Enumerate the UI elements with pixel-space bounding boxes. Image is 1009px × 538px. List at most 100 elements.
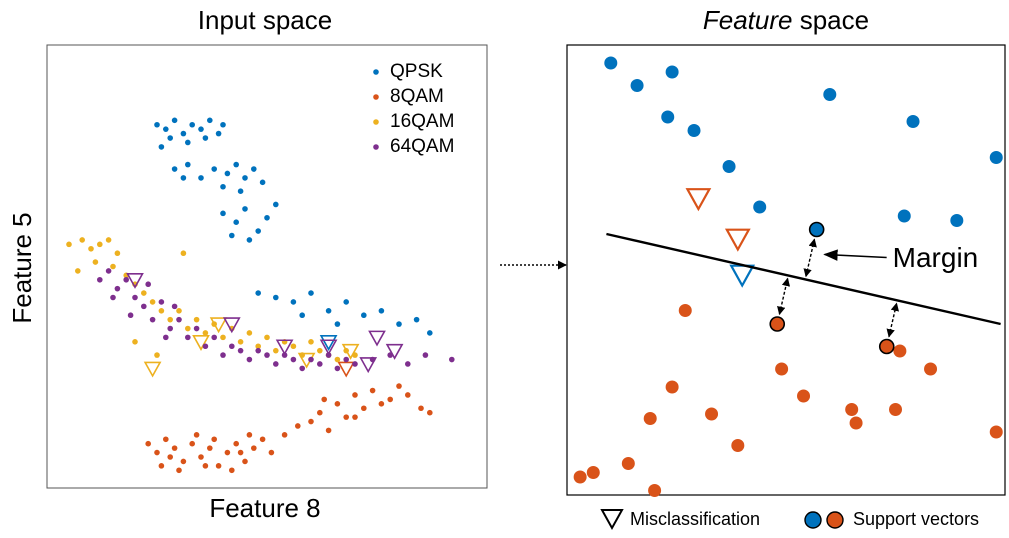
legend-marker [373,144,379,150]
point [233,161,239,168]
point [92,259,99,265]
point [171,117,178,124]
title-italic: Feature [703,5,793,35]
point [722,160,736,173]
point [229,467,235,474]
point [132,339,138,345]
legend-label: 8QAM [390,86,444,107]
point [687,124,701,137]
support-vector [878,338,895,355]
point [220,183,226,190]
point [849,416,863,430]
point [255,347,261,354]
legend-marker [373,119,379,125]
legend-marker [373,94,379,100]
point [334,321,341,327]
point [661,110,675,124]
point [317,409,323,416]
legend-label: Support vectors [853,509,979,529]
point [88,245,94,252]
point [79,237,85,243]
y-label: Feature 5 [7,212,37,323]
point [422,352,429,358]
point [132,294,138,301]
point [387,396,394,403]
point [229,343,235,350]
point [233,219,239,225]
point [198,126,204,132]
misclassified-point [729,264,756,288]
point [897,209,911,223]
point [264,214,270,221]
point [211,334,217,341]
point [299,365,306,372]
point [211,436,217,443]
support-vector [808,221,825,238]
point [167,316,173,323]
point [259,436,266,443]
point [163,436,169,443]
point [775,362,789,376]
point [255,290,261,296]
point [176,316,182,323]
point [193,432,200,438]
legend-label: QPSK [390,61,443,82]
misclassified-point [337,361,356,378]
point [586,466,600,479]
point [163,334,169,341]
point [224,449,231,456]
legend-triangle [600,509,624,531]
point [361,312,367,319]
point [299,312,306,319]
misclassified-point [143,361,162,378]
point [334,401,341,407]
point [255,343,261,350]
point [889,403,902,416]
point [176,467,182,474]
point [114,250,121,257]
point [753,200,767,214]
point [321,396,328,403]
point [246,330,253,336]
point [97,276,103,283]
point [207,117,213,124]
point [950,214,964,227]
point [246,237,253,243]
point [405,392,411,398]
point [361,405,367,412]
left-frame [46,44,488,489]
point [396,383,402,389]
point [233,440,239,447]
point [308,339,314,345]
point [893,344,907,358]
misclassified-point [368,330,386,347]
point [202,135,209,141]
point [308,290,314,296]
point [237,347,244,354]
annotation: Margin [893,242,979,273]
point [418,405,424,412]
point [176,308,182,314]
point [251,166,257,172]
misclassified-point [341,343,360,360]
point [158,308,165,314]
point [731,439,745,452]
point [110,294,116,301]
legend-label: 64QAM [390,136,454,157]
point [198,175,204,181]
point [149,299,156,305]
point [66,241,72,248]
point [378,308,385,314]
point [220,352,226,358]
point [427,330,433,336]
point [989,425,1003,439]
point [215,463,222,469]
misclassified-point [126,272,144,289]
point [325,427,332,434]
point [273,347,279,354]
point [678,304,692,317]
point [405,361,411,367]
point [989,151,1003,164]
point [224,170,231,177]
point [237,339,244,345]
